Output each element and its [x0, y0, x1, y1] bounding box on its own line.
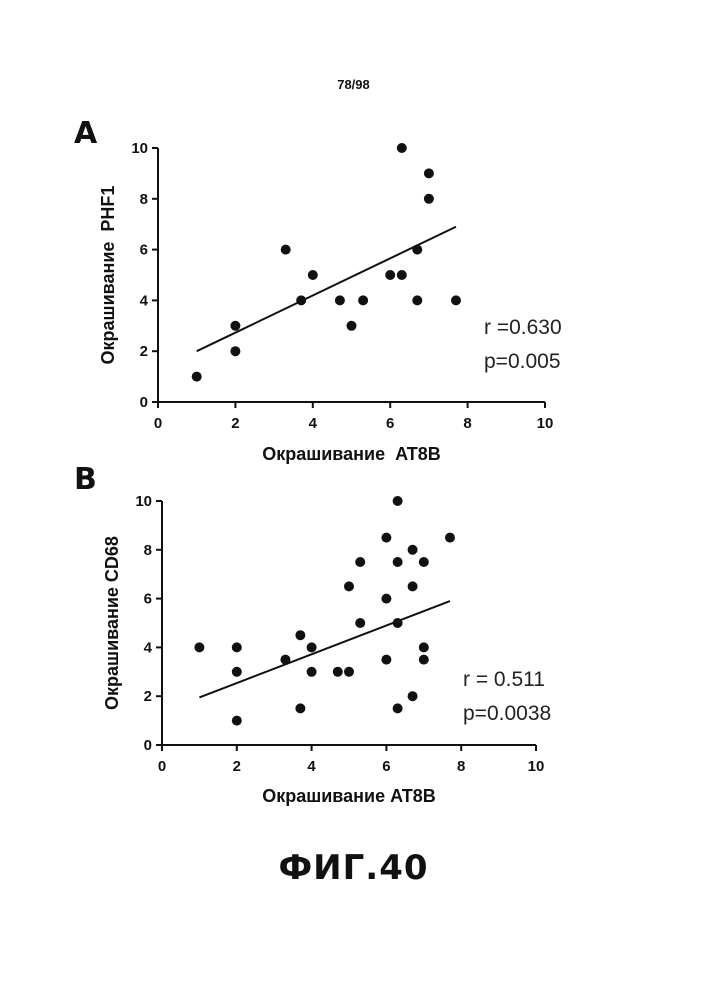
stats-label: p=0.0038: [463, 702, 551, 725]
data-point: [423, 193, 434, 204]
y-tick-label: 10: [131, 140, 148, 157]
data-point: [230, 346, 241, 357]
data-point: [230, 320, 241, 331]
x-axis-label: Окрашивание AT8B: [262, 444, 441, 464]
data-point: [295, 630, 306, 641]
x-tick-label: 0: [158, 758, 166, 775]
panel-label-a: A: [74, 116, 98, 151]
x-tick-label: 2: [231, 415, 239, 432]
data-point: [358, 295, 369, 306]
regression-line: [199, 600, 451, 699]
data-point: [334, 295, 345, 306]
y-tick-label: 2: [140, 343, 148, 360]
scatter-chart-b: 0 2 4 6 8 10 0 2 4 6 8 10 r = 0.511 p=0.0038 Окрашиван…: [102, 493, 551, 806]
data-point: [306, 642, 317, 653]
data-point: [332, 666, 343, 677]
data-point: [280, 244, 291, 255]
data-point: [191, 371, 202, 382]
data-point: [418, 557, 429, 567]
y-tick-label: 2: [144, 688, 152, 705]
data-point: [418, 642, 429, 653]
data-point: [280, 654, 291, 665]
x-tick-label: 8: [457, 758, 465, 775]
data-point: [344, 666, 354, 677]
data-point: [444, 532, 455, 543]
y-tick-label: 0: [140, 394, 148, 411]
data-point: [231, 642, 242, 653]
x-tick-label: 10: [528, 758, 545, 775]
data-point: [418, 654, 429, 665]
y-axis-label: Окрашивание CD68: [102, 536, 122, 710]
data-point: [355, 557, 366, 567]
data-point: [296, 295, 307, 306]
y-tick-label: 4: [144, 639, 153, 656]
stats-label: r =0.630: [484, 316, 562, 339]
y-tick-label: 0: [144, 737, 152, 754]
data-point: [392, 703, 403, 714]
data-point: [407, 691, 418, 702]
x-axis-label: Окрашивание AT8B: [262, 786, 436, 806]
data-point: [346, 320, 357, 331]
data-point: [381, 654, 392, 665]
x-tick-label: 4: [309, 415, 318, 432]
data-point: [392, 496, 403, 506]
data-point: [392, 618, 403, 628]
x-tick-label: 4: [307, 758, 316, 775]
data-point: [231, 666, 242, 677]
x-tick-label: 6: [382, 758, 390, 775]
data-point: [412, 295, 423, 306]
x-tick-label: 0: [154, 415, 162, 432]
data-point: [407, 544, 418, 555]
data-point: [355, 618, 366, 628]
data-point: [385, 270, 396, 280]
data-point: [423, 168, 434, 179]
y-tick-label: 6: [144, 591, 152, 608]
y-axis-label: Окрашивание PHF1: [98, 186, 118, 365]
data-point: [392, 557, 403, 567]
data-point: [450, 295, 461, 306]
y-tick-label: 10: [135, 493, 152, 510]
y-tick-label: 6: [140, 242, 148, 259]
data-point: [231, 715, 242, 726]
data-point: [344, 581, 354, 592]
data-point: [396, 270, 407, 280]
y-tick-label: 8: [140, 191, 148, 208]
data-point: [307, 270, 318, 280]
data-point: [295, 703, 306, 714]
x-tick-label: 2: [233, 758, 241, 775]
x-tick-label: 6: [386, 415, 394, 432]
data-point: [412, 244, 423, 255]
x-tick-label: 10: [537, 415, 554, 432]
y-tick-label: 8: [144, 542, 152, 559]
stats-label: p=0.005: [484, 350, 561, 373]
x-tick-label: 8: [463, 415, 471, 432]
y-tick-label: 4: [140, 292, 149, 309]
stats-label: r = 0.511: [463, 668, 545, 691]
data-point: [306, 666, 317, 677]
data-point: [381, 593, 392, 604]
scatter-chart-a: 0 2 4 6 8 10 0 2 4 6 8 10 r =0.630 p=0.005 Окрашивание…: [98, 140, 562, 464]
figure-label: ФИГ.40: [278, 848, 429, 888]
data-point: [407, 581, 418, 592]
data-point: [194, 642, 205, 653]
data-point: [381, 532, 392, 543]
panel-label-b: B: [74, 462, 97, 497]
page-number: 78/98: [337, 77, 370, 92]
data-point: [396, 143, 407, 153]
